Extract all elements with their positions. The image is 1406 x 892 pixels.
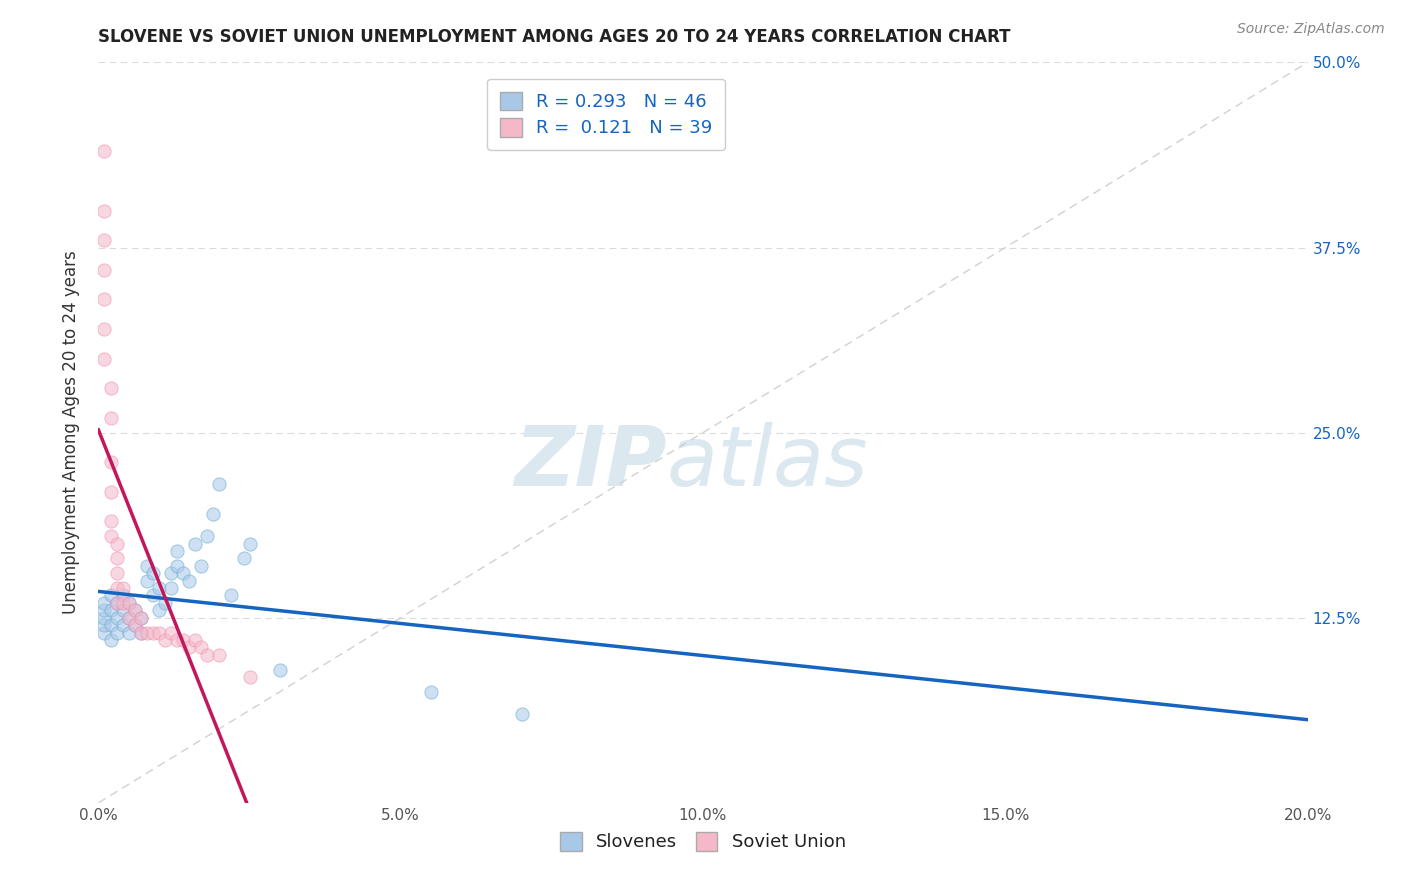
Point: [135, 574, 157, 588]
Point: [166, 558, 188, 573]
Point: [93, 351, 115, 366]
Point: [148, 603, 170, 617]
Text: atlas: atlas: [666, 422, 869, 503]
Point: [124, 618, 146, 632]
Point: [100, 484, 122, 499]
Point: [184, 632, 207, 647]
Point: [160, 566, 183, 581]
Point: [93, 603, 115, 617]
Point: [239, 536, 262, 550]
Point: [93, 233, 115, 247]
Point: [105, 596, 128, 610]
Point: [124, 603, 146, 617]
Point: [195, 529, 218, 543]
Point: [105, 625, 128, 640]
Point: [100, 410, 122, 425]
Point: [100, 529, 122, 543]
Point: [93, 322, 115, 336]
Point: [172, 632, 194, 647]
Point: [184, 536, 207, 550]
Point: [118, 610, 141, 624]
Point: [118, 596, 141, 610]
Point: [100, 603, 122, 617]
Point: [105, 536, 128, 550]
Point: [179, 640, 201, 655]
Point: [153, 632, 176, 647]
Point: [100, 515, 122, 529]
Point: [142, 589, 165, 603]
Point: [124, 603, 146, 617]
Point: [269, 663, 291, 677]
Point: [100, 632, 122, 647]
Point: [166, 544, 188, 558]
Point: [208, 477, 231, 491]
Point: [93, 610, 115, 624]
Point: [129, 610, 152, 624]
Point: [202, 507, 225, 521]
Text: Source: ZipAtlas.com: Source: ZipAtlas.com: [1237, 22, 1385, 37]
Point: [135, 625, 157, 640]
Point: [105, 551, 128, 566]
Point: [111, 596, 134, 610]
Point: [232, 551, 254, 566]
Point: [124, 618, 146, 632]
Point: [135, 558, 157, 573]
Point: [93, 618, 115, 632]
Point: [93, 293, 115, 307]
Point: [100, 455, 122, 469]
Point: [160, 625, 183, 640]
Point: [190, 640, 212, 655]
Point: [111, 589, 134, 603]
Y-axis label: Unemployment Among Ages 20 to 24 years: Unemployment Among Ages 20 to 24 years: [62, 251, 80, 615]
Point: [118, 610, 141, 624]
Point: [118, 625, 141, 640]
Point: [93, 625, 115, 640]
Text: ZIP: ZIP: [515, 422, 666, 503]
Point: [93, 262, 115, 277]
Point: [100, 589, 122, 603]
Point: [105, 610, 128, 624]
Point: [510, 706, 533, 721]
Point: [172, 566, 194, 581]
Point: [105, 566, 128, 581]
Point: [111, 618, 134, 632]
Point: [100, 618, 122, 632]
Point: [111, 603, 134, 617]
Point: [153, 596, 176, 610]
Point: [142, 566, 165, 581]
Text: SLOVENE VS SOVIET UNION UNEMPLOYMENT AMONG AGES 20 TO 24 YEARS CORRELATION CHART: SLOVENE VS SOVIET UNION UNEMPLOYMENT AMO…: [98, 28, 1011, 45]
Point: [160, 581, 183, 595]
Point: [105, 596, 128, 610]
Point: [239, 670, 262, 684]
Point: [195, 648, 218, 662]
Point: [111, 581, 134, 595]
Point: [221, 589, 243, 603]
Point: [105, 581, 128, 595]
Point: [118, 596, 141, 610]
Point: [100, 381, 122, 395]
Point: [190, 558, 212, 573]
Point: [93, 596, 115, 610]
Point: [129, 610, 152, 624]
Point: [129, 625, 152, 640]
Point: [93, 203, 115, 218]
Point: [208, 648, 231, 662]
Point: [93, 145, 115, 159]
Point: [129, 625, 152, 640]
Point: [166, 632, 188, 647]
Point: [148, 581, 170, 595]
Point: [142, 625, 165, 640]
Point: [179, 574, 201, 588]
Point: [420, 685, 443, 699]
Legend: Slovenes, Soviet Union: Slovenes, Soviet Union: [551, 823, 855, 861]
Point: [148, 625, 170, 640]
